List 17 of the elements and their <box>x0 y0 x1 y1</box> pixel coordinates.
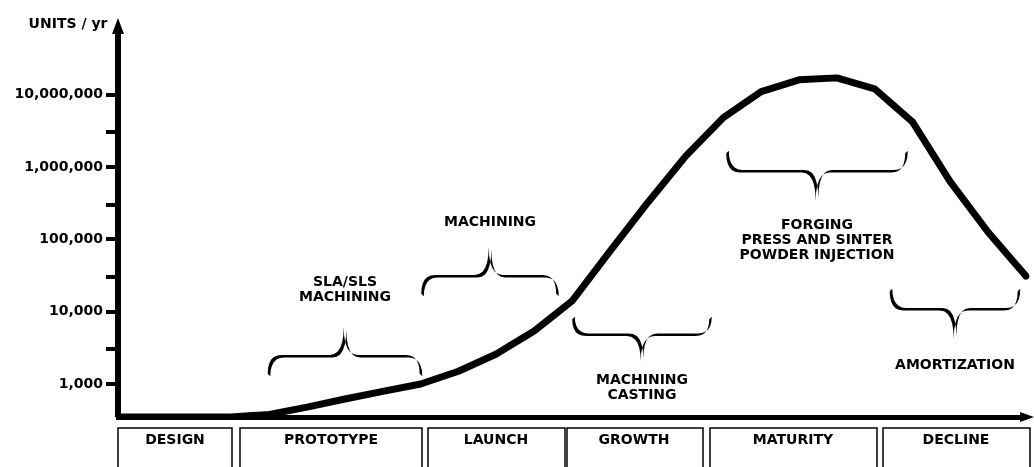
annotation: SLA/SLS MACHINING <box>298 273 392 305</box>
y-tick-label: 100,000 <box>39 229 104 246</box>
text: GROWTH <box>598 430 670 447</box>
y-tick-label: 10,000 <box>48 302 104 319</box>
y-tick-label: 1,000,000 <box>24 157 104 174</box>
text: LAUNCH <box>463 430 529 447</box>
text: DECLINE <box>922 430 990 447</box>
annotation: AMORTIZATION <box>895 355 1015 372</box>
y-tick-label: 1,000 <box>58 374 104 391</box>
text: DESIGN <box>145 430 205 447</box>
text: MATURITY <box>752 430 834 447</box>
annotation: FORGING PRESS AND SINTER POWDER INJECTION <box>739 215 895 262</box>
y-axis-title: UNITS / yr <box>28 14 108 31</box>
annotation: MACHINING CASTING <box>595 371 689 403</box>
y-tick-label: 10,000,000 <box>14 85 104 102</box>
annotation: MACHINING <box>443 212 537 229</box>
text: PROTOTYPE <box>284 430 378 447</box>
